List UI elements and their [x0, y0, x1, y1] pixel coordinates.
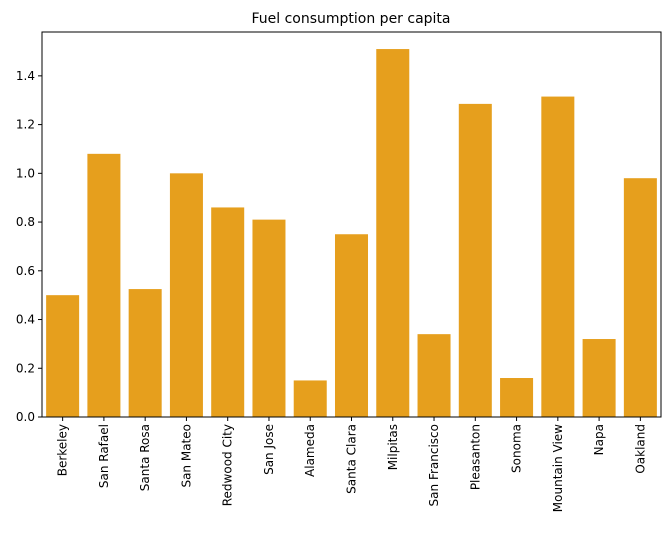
x-tick-label: Napa [592, 424, 606, 455]
x-tick-label: Pleasanton [468, 424, 482, 490]
y-tick-label: 0.8 [16, 215, 35, 229]
bar-milpitas [376, 49, 410, 418]
bar-sonoma [500, 378, 534, 417]
bar-redwood-city [211, 207, 245, 417]
x-tick-label: San Mateo [179, 424, 193, 488]
bar-san-rafael [87, 153, 121, 417]
bar-san-mateo [169, 173, 203, 417]
y-tick-label: 0.2 [16, 361, 35, 375]
x-tick-label: Mountain View [551, 424, 565, 512]
bar-napa [582, 339, 616, 417]
x-axis: Berkeley San Rafael Santa Rosa San Mateo Red… [56, 417, 647, 512]
y-tick-label: 1.2 [16, 118, 35, 132]
x-tick-label: Berkeley [56, 424, 70, 476]
y-axis: 0.0 0.2 0.4 0.6 0.8 1.0 1.2 1.4 [16, 69, 42, 424]
y-tick-label: 1.0 [16, 166, 35, 180]
x-tick-label: Santa Clara [345, 424, 359, 494]
x-tick-label: Milpitas [386, 424, 400, 470]
y-tick-label: 0.0 [16, 410, 35, 424]
bar-pleasanton [458, 103, 492, 418]
x-tick-label: Santa Rosa [138, 424, 152, 491]
bar-oakland [623, 178, 657, 417]
bar-berkeley [46, 295, 80, 417]
y-tick-label: 1.4 [16, 69, 35, 83]
x-tick-label: Redwood City [221, 424, 235, 506]
y-tick-label: 0.4 [16, 313, 35, 327]
x-tick-label: Oakland [633, 424, 647, 474]
x-tick-label: San Rafael [97, 424, 111, 488]
bar-mountain-view [541, 96, 575, 417]
x-tick-label: San Jose [262, 424, 276, 475]
bar-santa-rosa [128, 289, 162, 417]
x-tick-label: Sonoma [510, 424, 524, 473]
chart-title: Fuel consumption per capita [251, 11, 450, 27]
x-tick-label: San Francisco [427, 424, 441, 506]
bar-san-francisco [417, 334, 451, 417]
bars-group [46, 49, 657, 418]
bar-san-jose [252, 219, 286, 417]
bar-alameda [293, 380, 327, 417]
bar-santa-clara [334, 234, 369, 417]
y-tick-label: 0.6 [16, 264, 35, 278]
plot-frame [41, 31, 662, 418]
x-tick-label: Alameda [303, 424, 317, 477]
